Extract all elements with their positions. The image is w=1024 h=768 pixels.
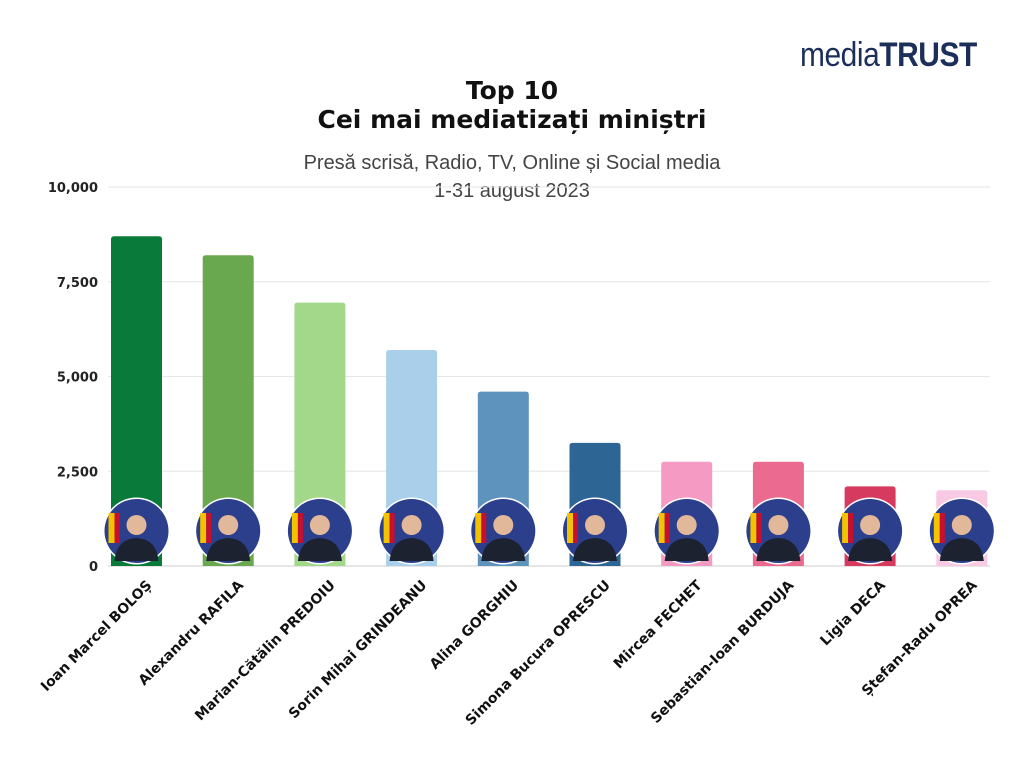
portrait-head <box>401 515 422 535</box>
bar-1 <box>111 236 162 566</box>
flag-stripe-yellow <box>658 513 665 543</box>
flag-stripe-red <box>664 513 670 543</box>
portrait-body <box>389 538 434 561</box>
y-tick-label: 7,500 <box>57 276 98 291</box>
flag-stripe-yellow <box>475 513 482 543</box>
avatar-1 <box>103 497 170 565</box>
flag-stripe-red <box>848 513 854 543</box>
flag-stripe-yellow <box>842 513 849 543</box>
avatar-9 <box>836 497 904 565</box>
flag-stripe-red <box>206 513 212 543</box>
x-tick-label: Simona Bucura OPRESCU <box>463 578 614 729</box>
y-tick-label: 2,500 <box>57 465 98 480</box>
flag-stripe-red <box>756 513 762 543</box>
avatar-5 <box>469 497 537 565</box>
avatar-6 <box>561 497 629 565</box>
flag-stripe-yellow <box>108 513 115 543</box>
portrait-head <box>676 515 697 535</box>
portrait-head <box>309 515 330 535</box>
flag-stripe-red <box>481 513 487 543</box>
flag-stripe-yellow <box>200 513 207 543</box>
x-tick-label: Mircea FECHET <box>611 577 706 672</box>
bar-2 <box>202 255 254 566</box>
portrait-body <box>664 538 709 561</box>
flag-stripe-red <box>114 513 120 543</box>
portrait-head <box>126 515 147 535</box>
portrait-head <box>585 515 605 535</box>
avatar-3 <box>286 497 354 565</box>
x-tick-label: Ligia DECA <box>817 577 889 649</box>
portrait-head <box>768 515 789 535</box>
portrait-body <box>481 538 526 561</box>
chart-title: Top 10 <box>465 76 559 105</box>
portrait-head <box>951 515 972 535</box>
portrait-head <box>493 515 514 535</box>
portrait-body <box>114 538 159 561</box>
portrait-head <box>860 515 881 535</box>
logo-text-trust: TRUST <box>879 36 977 74</box>
avatar-4 <box>378 497 446 565</box>
logo-text-media: media <box>800 36 880 74</box>
y-tick-label: 10,000 <box>48 181 98 196</box>
avatar-7 <box>653 497 721 565</box>
x-tick-label: Alina GORGHIU <box>427 578 522 673</box>
y-tick-label: 5,000 <box>57 371 98 386</box>
flag-stripe-yellow <box>383 513 390 543</box>
avatar-8 <box>744 497 812 565</box>
avatar-2 <box>194 497 262 565</box>
portrait-body <box>848 538 893 561</box>
flag-stripe-yellow <box>750 513 757 543</box>
avatar-10 <box>928 497 996 565</box>
flag-stripe-red <box>389 513 395 543</box>
mediatrust-logo: mediaTRUST <box>800 36 977 75</box>
flag-stripe-red <box>573 513 578 543</box>
flag-stripe-yellow <box>567 513 573 543</box>
chart-title-line2: Cei mai mediatizați miniștri <box>317 105 707 134</box>
flag-stripe-yellow <box>291 513 298 543</box>
portrait-body <box>206 538 251 561</box>
y-tick-label: 0 <box>89 560 98 575</box>
portrait-body <box>939 538 984 561</box>
flag-stripe-red <box>297 513 303 543</box>
portrait-body <box>573 538 617 561</box>
portrait-body <box>297 538 342 561</box>
portrait-head <box>218 515 239 535</box>
flag-stripe-yellow <box>933 513 940 543</box>
x-tick-label: Alexandru RAFILA <box>136 577 247 688</box>
portrait-body <box>756 538 801 561</box>
flag-stripe-red <box>939 513 945 543</box>
chart-subtitle-period: 1-31 august 2023 <box>434 180 590 202</box>
x-tick-label: Sebastian-Ioan BURDUJA <box>648 577 797 726</box>
chart-subtitle: Presă scrisă, Radio, TV, Online și Socia… <box>303 152 721 174</box>
